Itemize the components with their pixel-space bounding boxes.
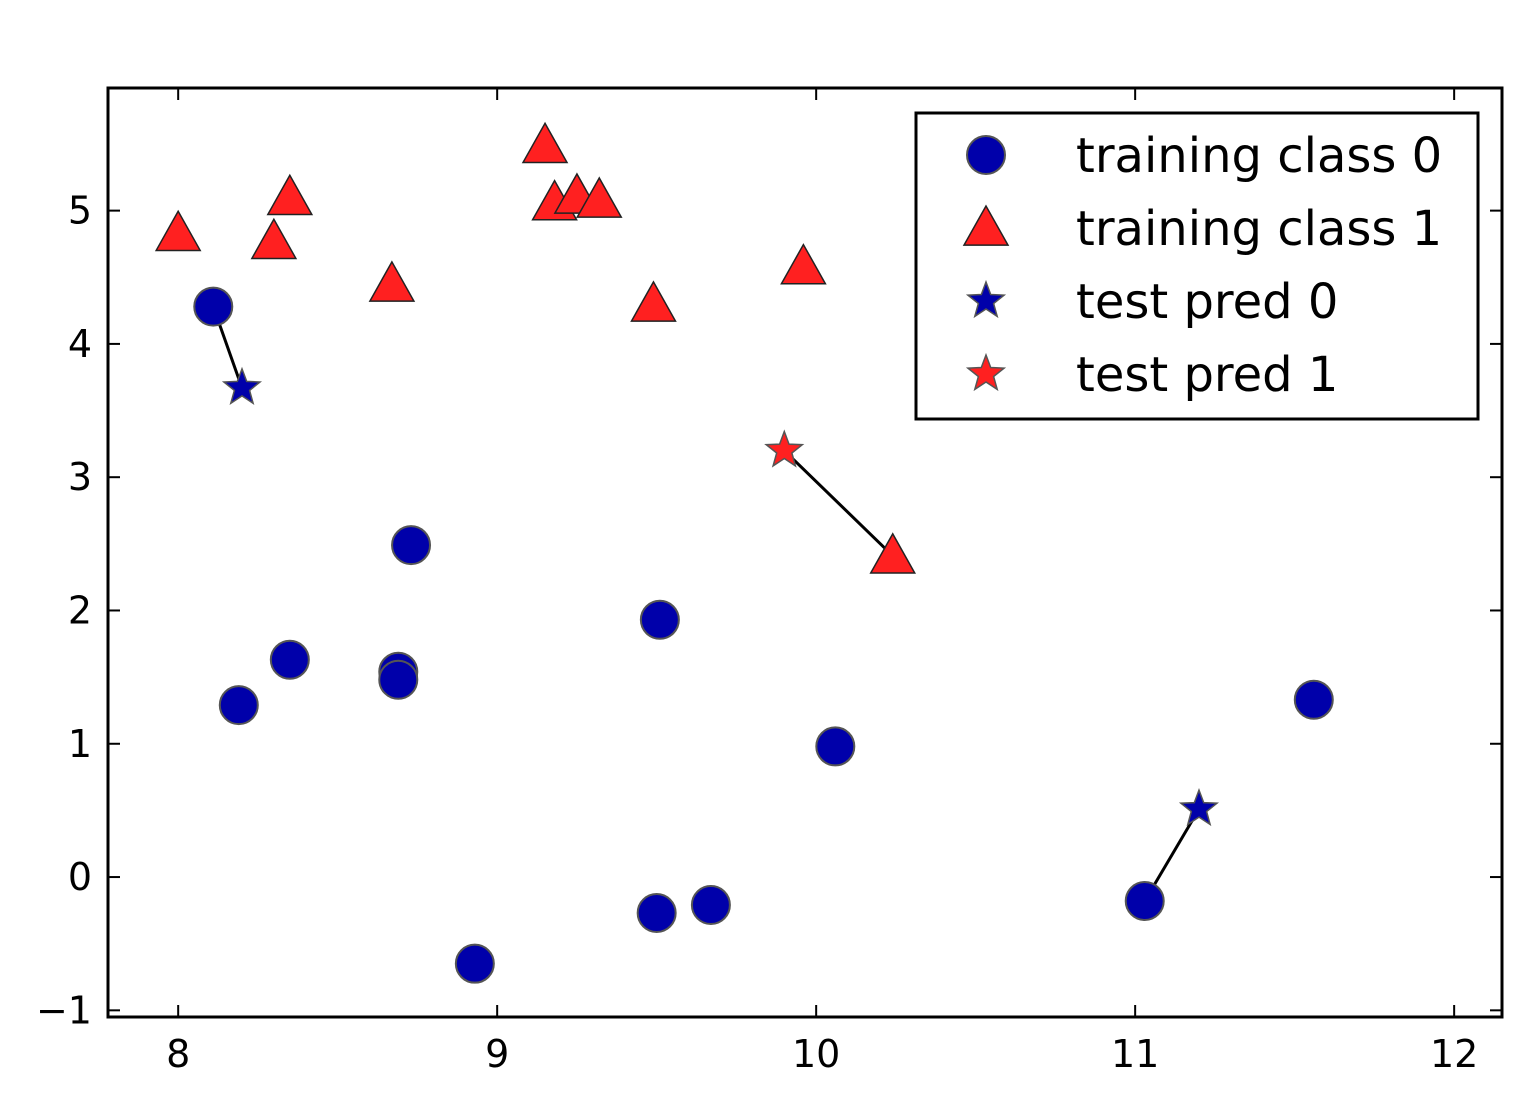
x-tick-label: 10 [792, 1032, 840, 1076]
training-class-1-point-9 [780, 243, 827, 285]
training-class-0-point-4 [378, 659, 419, 700]
data-points [154, 121, 1334, 984]
x-tick-label: 8 [166, 1032, 190, 1076]
training-class-0-point-9 [690, 885, 731, 926]
legend-label-training-class-0: training class 0 [1076, 128, 1442, 184]
training-class-0-point-5 [391, 525, 432, 566]
x-tick-label: 9 [485, 1032, 509, 1076]
legend-marker-test-pred-1 [965, 352, 1007, 392]
training-class-1-point-4 [521, 121, 569, 164]
training-class-0-point-8 [636, 893, 677, 934]
training-class-1-point-0 [154, 209, 202, 252]
training-class-0-point-6 [454, 943, 495, 984]
y-tick-label: 4 [68, 322, 92, 366]
training-class-1-point-2 [266, 173, 314, 216]
training-class-1-point-8 [630, 280, 677, 322]
y-tick-label: 5 [68, 189, 92, 233]
legend-marker-training-class-0 [966, 135, 1006, 175]
training-class-0-point-2 [269, 639, 310, 680]
training-class-0-point-12 [1293, 679, 1334, 720]
training-class-0-point-7 [639, 599, 680, 640]
training-class-0-point-1 [218, 685, 259, 726]
legend-marker-training-class-1 [962, 204, 1010, 246]
legend: training class 0 training class 1 test pre… [914, 111, 1480, 421]
training-class-0-point-0 [193, 286, 234, 327]
y-tick-label: 1 [68, 722, 92, 766]
training-class-1-point-7 [575, 176, 623, 218]
y-tick-label: 0 [68, 855, 92, 899]
legend-marker-test-pred-0 [965, 279, 1007, 319]
training-class-1-point-1 [250, 217, 298, 260]
legend-label-test-pred-1: test pred 1 [1076, 347, 1338, 403]
training-class-0-point-11 [1124, 881, 1165, 922]
training-class-1-point-3 [368, 260, 416, 302]
legend-label-test-pred-0: test pred 0 [1076, 274, 1338, 330]
legend-box [914, 111, 1480, 421]
x-tick-label: 11 [1111, 1032, 1159, 1076]
plot-frame [106, 86, 1504, 1019]
test-pred-0-point-0 [221, 366, 263, 406]
x-tick-label: 12 [1430, 1032, 1478, 1076]
legend-label-training-class-1: training class 1 [1076, 201, 1442, 257]
training-class-0-point-10 [815, 726, 856, 767]
y-tick-label: 2 [68, 588, 92, 632]
y-tick-label: 3 [68, 455, 92, 499]
training-class-1-point-10 [869, 532, 917, 574]
neighbor-line-2 [783, 449, 894, 557]
test-pred-0-point-1 [1178, 787, 1220, 827]
test-pred-1-point-0 [764, 429, 805, 468]
y-tick-label: −1 [36, 988, 92, 1032]
